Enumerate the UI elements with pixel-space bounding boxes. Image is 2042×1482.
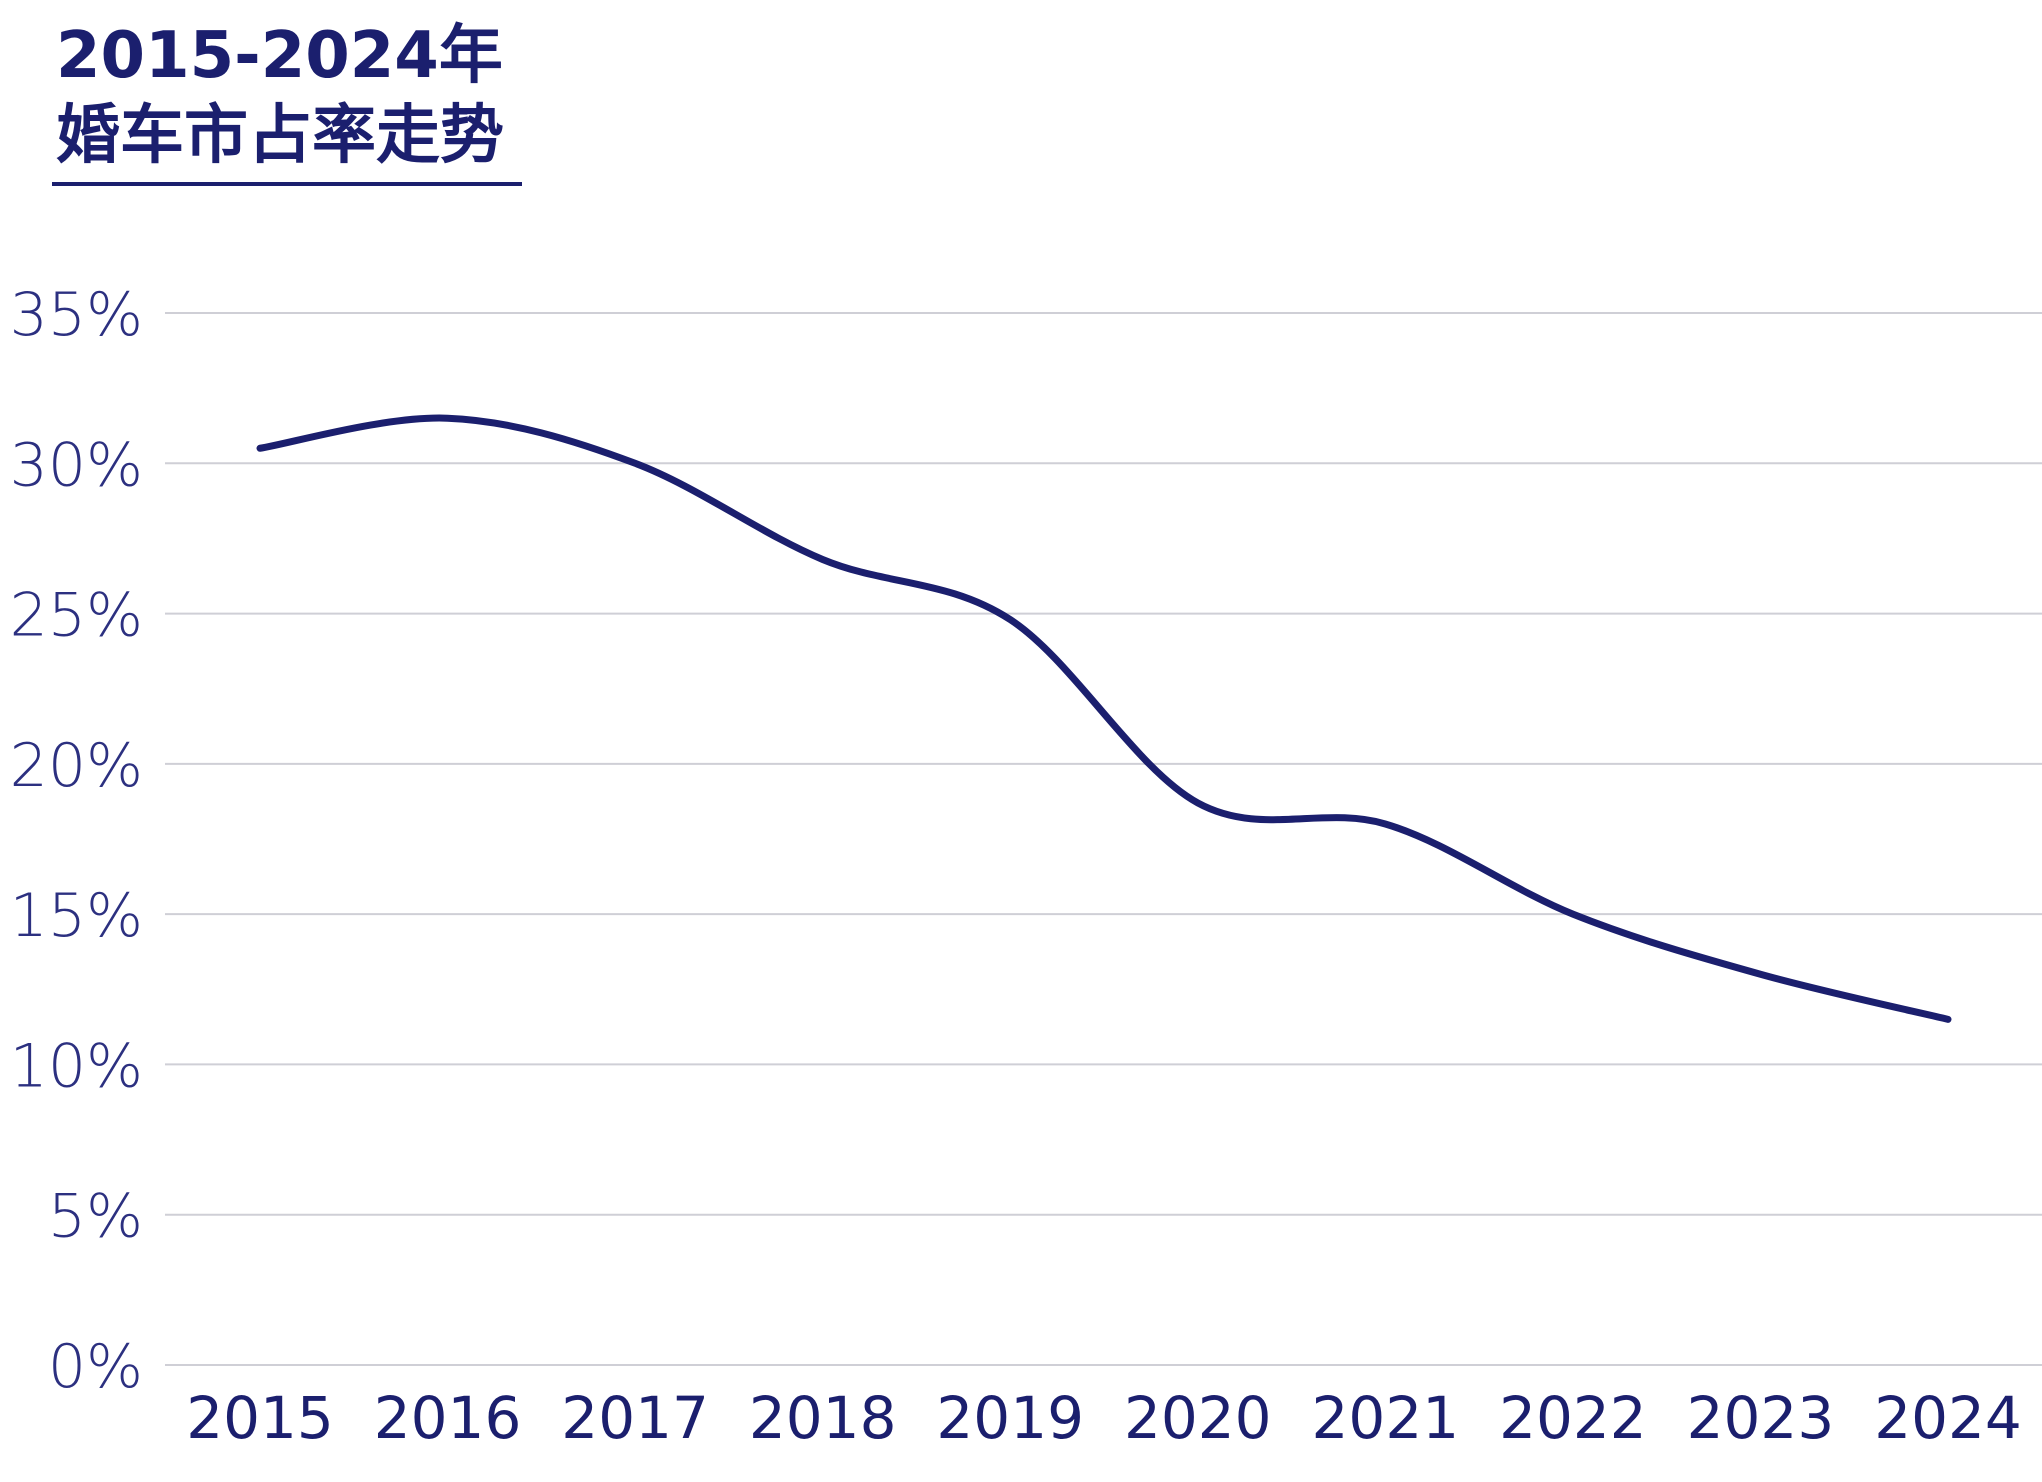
title-underline xyxy=(52,182,522,186)
y-axis-tick-labels: 0% 5% 10% 15% 20% 25% 30% 35% xyxy=(10,280,143,1402)
y-tick-label: 25% xyxy=(10,581,143,651)
x-tick-label: 2019 xyxy=(936,1384,1084,1452)
x-tick-label: 2022 xyxy=(1499,1384,1647,1452)
y-tick-label: 5% xyxy=(48,1182,143,1252)
chart-subtitle: 婚车市占率走势 xyxy=(56,99,504,173)
y-tick-label: 35% xyxy=(10,280,143,350)
chart-title: 2015-2024年 xyxy=(56,19,503,93)
y-tick-label: 30% xyxy=(10,430,143,500)
series-line xyxy=(256,414,1952,1023)
y-tick-label: 0% xyxy=(48,1332,143,1402)
x-tick-label: 2017 xyxy=(561,1384,709,1452)
x-tick-label: 2023 xyxy=(1687,1384,1835,1452)
gridlines xyxy=(165,312,2042,1366)
x-tick-label: 2015 xyxy=(186,1384,334,1452)
y-tick-label: 20% xyxy=(10,731,143,801)
x-tick-label: 2016 xyxy=(374,1384,522,1452)
x-tick-label: 2020 xyxy=(1124,1384,1272,1452)
series-lines xyxy=(256,414,1952,1023)
x-tick-label: 2021 xyxy=(1312,1384,1460,1452)
x-axis-tick-labels: 2015 2016 2017 2018 2019 2020 2021 2022 2023 2024 xyxy=(186,1384,2022,1452)
y-tick-label: 10% xyxy=(10,1031,143,1101)
y-tick-label: 15% xyxy=(10,881,143,951)
x-tick-label: 2024 xyxy=(1874,1384,2022,1452)
x-tick-label: 2018 xyxy=(749,1384,897,1452)
